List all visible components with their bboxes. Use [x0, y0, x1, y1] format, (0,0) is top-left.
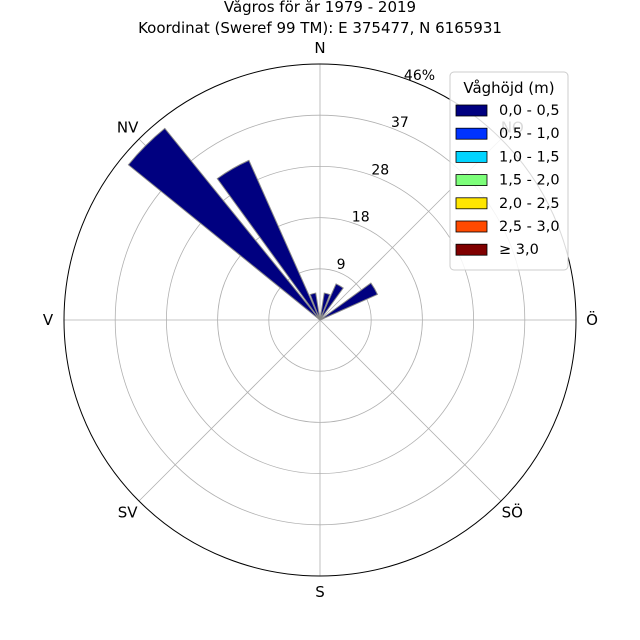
- chart-subtitle: Koordinat (Sweref 99 TM): E 375477, N 61…: [138, 19, 502, 37]
- legend-label: 0,0 - 0,5: [499, 103, 560, 119]
- legend-title: Våghöjd (m): [463, 79, 554, 97]
- bar-sector: [319, 292, 331, 321]
- radial-tick-label: 9: [337, 257, 346, 273]
- legend-label: ≥ 3,0: [499, 242, 539, 258]
- bar-sector: [319, 282, 379, 321]
- outer-circle: [63, 63, 577, 577]
- legend-label: 2,5 - 3,0: [499, 219, 560, 235]
- bar-sector: [319, 283, 344, 321]
- legend-swatch: [455, 127, 488, 140]
- bar-sector: [309, 292, 321, 321]
- direction-label: N: [314, 39, 325, 57]
- radial-tick-label: 46%: [404, 68, 435, 84]
- legend-swatch: [455, 197, 488, 210]
- bar-sector: [127, 127, 321, 321]
- direction-label: SÖ: [502, 502, 523, 521]
- direction-label: V: [43, 311, 54, 329]
- legend-swatch: [455, 104, 488, 117]
- direction-label: S: [315, 583, 325, 601]
- grid-spoke: [138, 319, 321, 502]
- direction-label: SV: [118, 503, 139, 521]
- legend-swatch: [455, 220, 488, 233]
- legend-swatch: [455, 174, 488, 187]
- bar-sector: [216, 159, 321, 321]
- radial-tick-label: 28: [371, 162, 389, 178]
- legend-box: [449, 71, 569, 271]
- legend-label: 2,0 - 2,5: [499, 196, 560, 212]
- legend: Våghöjd (m) 0,0 - 0,5 0,5 - 1,0 1,0 - 1,5 1,…: [449, 71, 569, 271]
- legend-label: 0,5 - 1,0: [499, 126, 560, 142]
- grid-spoke: [319, 319, 502, 502]
- legend-swatch: [455, 243, 488, 256]
- direction-label: NV: [117, 119, 139, 137]
- legend-swatch: [455, 150, 488, 163]
- direction-label: Ö: [586, 310, 598, 329]
- radial-tick-label: 37: [391, 115, 409, 131]
- legend-label: 1,5 - 2,0: [499, 173, 560, 189]
- chart-title: Vågros för år 1979 - 2019: [224, 0, 416, 16]
- outer-ring: [63, 63, 577, 577]
- legend-label: 1,0 - 1,5: [499, 149, 560, 165]
- radial-tick-label: 18: [352, 210, 370, 226]
- bars: [127, 127, 379, 321]
